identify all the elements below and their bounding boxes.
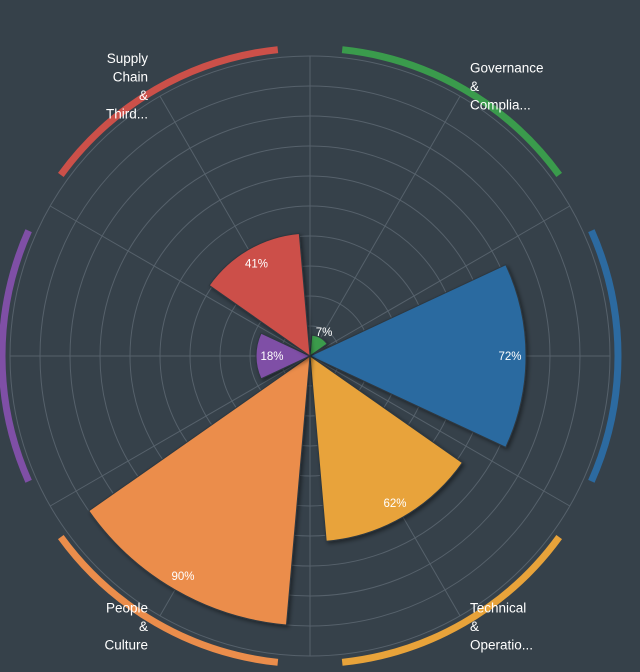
category-label-6: & [139,88,148,103]
bar-4 [88,354,311,626]
category-label-6: Third... [106,107,148,122]
category-label-1: Governance [470,60,544,75]
outer-arc-2 [588,229,622,483]
category-labels: Governance & Complia... Technical & Operatio.… [104,51,543,653]
category-label-4: & [139,619,148,634]
category-label-1: Complia... [470,97,531,112]
category-label-6: Supply [107,51,149,66]
polar-bars [88,232,527,626]
grid-spoke [309,95,461,357]
outer-arc-6 [57,46,279,178]
outer-arc-3 [341,534,563,666]
category-label-4: People [106,601,148,616]
outer-arc-5 [0,229,32,483]
category-label-3: Technical [470,601,526,616]
data-label-1: 7% [316,327,333,339]
bar-6 [208,232,311,358]
grid-spoke [309,205,571,357]
data-label-2: 72% [498,351,521,363]
grid-spoke [49,355,311,507]
category-label-6: Chain [113,70,148,85]
grid-spoke [49,205,311,357]
data-label-3: 62% [383,498,406,510]
data-label-6: 41% [245,258,268,270]
bar-3 [309,354,464,542]
category-label-1: & [470,79,479,94]
data-label-4: 90% [171,571,194,583]
category-label-4: Culture [104,638,148,653]
outer-category-arcs [0,46,622,666]
outer-arc-4 [57,534,279,666]
bar-2 [308,264,527,448]
data-labels: 7% 72% 62% 90% 18% 41% [171,258,521,583]
data-label-5: 18% [260,351,283,363]
outer-arc-1 [341,46,563,178]
bar-1 [309,334,328,358]
grid-spoke [309,355,571,507]
category-label-3: Operatio... [470,638,533,653]
bar-5 [255,332,312,380]
category-label-3: & [470,619,479,634]
